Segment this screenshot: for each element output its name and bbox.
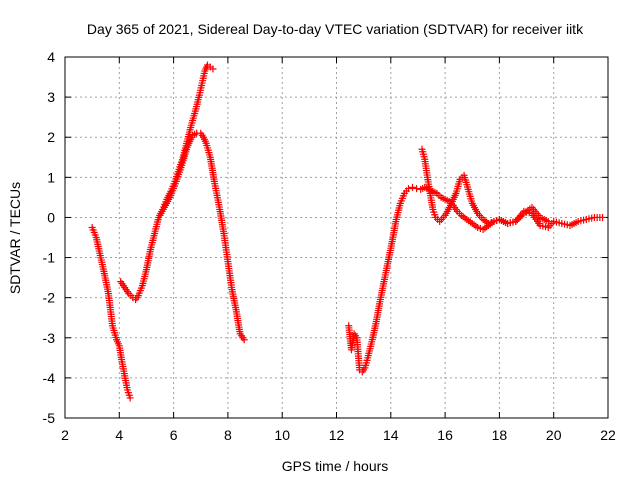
data-point-fill [515,214,523,222]
series-seg-3 [156,129,248,344]
x-tick-label: 20 [546,427,562,443]
x-tick-label: 16 [437,427,453,443]
x-tick-label: 18 [492,427,508,443]
y-tick-label: -1 [43,250,56,266]
data-point-fill [517,213,525,221]
series-seg-1 [88,223,134,402]
data-points [88,61,607,402]
data-point [599,213,607,221]
data-point [409,183,417,191]
x-tick-label: 14 [383,427,399,443]
data-point [126,394,134,402]
x-axis-label: GPS time / hours [282,458,389,474]
x-tick-label: 6 [170,427,178,443]
x-tick-label: 12 [329,427,345,443]
grid [65,57,608,418]
y-tick-label: -3 [43,330,56,346]
series-seg-2 [117,61,217,304]
series-seg-5 [418,145,552,227]
data-point [413,185,421,193]
data-point-fill [518,211,526,219]
chart-title: Day 365 of 2021, Sidereal Day-to-day VTE… [87,21,584,37]
y-tick-label: 0 [47,209,55,225]
y-axis-ticks: -5 -4 -3 -2 -1 0 1 2 3 4 [43,49,608,426]
data-point-fill [513,216,521,224]
y-tick-label: -4 [43,370,56,386]
y-tick-label: 4 [47,49,55,65]
y-tick-label: -5 [43,410,56,426]
data-point [240,336,248,344]
x-tick-label: 4 [115,427,123,443]
x-tick-label: 10 [274,427,290,443]
x-tick-label: 22 [600,427,616,443]
data-point [404,185,412,193]
x-tick-label: 8 [224,427,232,443]
y-tick-label: 3 [47,89,55,105]
data-point [512,217,520,225]
y-axis-label: SDTVAR / TECUs [7,182,23,294]
y-tick-label: 2 [47,129,55,145]
y-tick-label: -2 [43,290,56,306]
x-tick-label: 2 [61,427,69,443]
x-axis-ticks: 2 4 6 8 10 12 14 16 18 20 22 [61,57,616,443]
data-point [209,65,217,73]
y-tick-label: 1 [47,169,55,185]
data-point [544,217,552,225]
